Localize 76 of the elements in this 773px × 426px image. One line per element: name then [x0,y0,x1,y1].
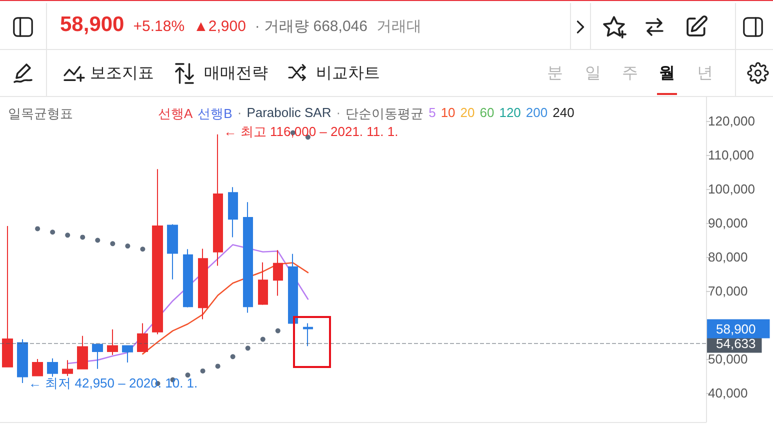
point [140,246,146,252]
annotation: · [336,105,341,122]
text: · 거래량 668,046 [254,17,368,36]
y-tick-label: 90,000 [708,215,748,230]
candlestick [152,168,163,335]
candlestick [2,225,13,368]
text: 5 [428,105,436,122]
annotation: ← 최저 42,950 – 2020. 10. 1. [28,376,198,391]
text: 보조지표 [90,64,154,84]
candlestick [122,345,133,363]
legend-label: 선행A [158,105,193,123]
point [215,364,220,369]
point [65,232,70,238]
text: 58,900 [60,13,124,37]
text: 일 [584,64,602,84]
text: 거래대 [376,17,422,36]
point [200,368,206,374]
text: 분 [546,64,564,84]
text: +5.18% [133,18,185,35]
text: 년 [696,64,714,84]
candlestick [32,358,43,376]
y-tick-label: 40,000 [708,386,748,401]
point [125,244,130,249]
text: 10 [440,105,456,122]
y-tick-label: 110,000 [708,147,754,162]
text: 월 [657,63,677,95]
point [35,226,40,232]
annotation: · [237,105,242,122]
annotation: 일목균형표 [8,105,73,123]
legend-label: 20 [460,105,475,122]
legend-label: 200 [526,105,548,122]
candlestick [213,134,223,266]
text: 58,900 [716,321,756,336]
point [50,230,56,235]
legend-label: 120 [499,105,521,122]
candlestick [198,248,208,320]
candlestick [288,253,298,324]
candlestick [243,202,253,314]
candlestick [167,224,178,280]
candlestick [47,358,58,378]
text: ▲2,900 [194,18,246,35]
candlestick [258,262,268,306]
candlestick [137,322,148,352]
y-tick-label: 100,000 [708,181,755,196]
text: 비교차트 [316,64,380,84]
point [110,241,116,246]
candlestick [107,328,118,356]
legend-label: 240 [552,105,574,122]
text: 주 [621,64,639,84]
annotation: 단순이동평균 [346,105,424,123]
candlestick [92,344,103,370]
candlestick [228,186,238,238]
annotation: ← 최고 116,000 – 2021. 11. 1. [224,124,398,139]
y-tick-label: 120,000 [708,113,755,128]
series-label: Parabolic SAR [246,105,332,122]
legend-label: 선행B [198,105,232,123]
ref-line-label: 54,633 [716,336,756,351]
point [80,234,86,240]
point [185,372,190,378]
legend-label: 60 [480,105,494,122]
point [275,328,280,334]
y-tick-label: 50,000 [708,352,748,367]
point [230,354,236,360]
candlestick [77,335,88,370]
point [245,346,250,351]
text: 매매전략 [204,64,268,84]
point [95,238,100,243]
y-tick-label: 70,000 [708,283,748,298]
candlestick [273,250,283,296]
point [260,336,266,342]
y-tick-label: 80,000 [708,249,748,264]
candlestick [62,360,73,377]
candlestick [17,338,28,384]
line-series [142,262,309,355]
candlestick [303,322,313,347]
candlestick [183,248,193,308]
